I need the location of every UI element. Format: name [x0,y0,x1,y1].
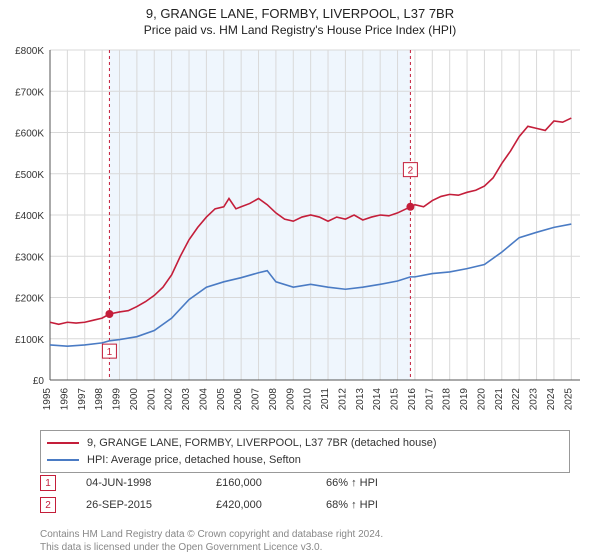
svg-text:2006: 2006 [233,388,244,411]
chart-svg: 12£0£100K£200K£300K£400K£500K£600K£700K£… [50,50,580,380]
sales-row: 2 26-SEP-2015 £420,000 68% ↑ HPI [40,497,378,513]
svg-text:2014: 2014 [372,388,383,411]
chart-area: 12£0£100K£200K£300K£400K£500K£600K£700K£… [50,50,580,380]
legend-row: HPI: Average price, detached house, Seft… [47,452,563,469]
chart-subtitle: Price paid vs. HM Land Registry's House … [0,21,600,37]
svg-text:2009: 2009 [285,388,296,411]
svg-text:1995: 1995 [42,388,53,411]
svg-text:2019: 2019 [459,388,470,411]
svg-text:2013: 2013 [355,388,366,411]
svg-text:1997: 1997 [77,388,88,411]
svg-text:£500K: £500K [15,170,44,181]
copyright-line1: Contains HM Land Registry data © Crown c… [40,528,383,541]
sale-date: 26-SEP-2015 [86,499,186,511]
svg-text:1999: 1999 [112,388,123,411]
svg-text:1996: 1996 [59,388,70,411]
sale-hpi: 68% ↑ HPI [326,499,378,511]
copyright-text: Contains HM Land Registry data © Crown c… [40,528,383,554]
sale-price: £160,000 [216,477,296,489]
svg-text:£100K: £100K [15,335,44,346]
copyright-line2: This data is licensed under the Open Gov… [40,541,383,554]
svg-text:2025: 2025 [563,388,574,411]
svg-text:£700K: £700K [15,87,44,98]
svg-text:2020: 2020 [476,388,487,411]
sales-table: 1 04-JUN-1998 £160,000 66% ↑ HPI 2 26-SEP-201… [40,475,378,519]
svg-text:2011: 2011 [320,388,331,410]
svg-text:1: 1 [107,347,113,358]
svg-text:2002: 2002 [164,388,175,411]
svg-text:2001: 2001 [146,388,157,411]
legend-line-icon [47,442,79,444]
legend-label: HPI: Average price, detached house, Seft… [87,452,301,469]
sales-row: 1 04-JUN-1998 £160,000 66% ↑ HPI [40,475,378,491]
sale-price: £420,000 [216,499,296,511]
svg-text:£400K: £400K [15,211,44,222]
svg-text:2007: 2007 [251,388,262,411]
svg-text:2004: 2004 [198,388,209,411]
svg-text:2023: 2023 [529,388,540,411]
sale-hpi: 66% ↑ HPI [326,477,378,489]
svg-text:£300K: £300K [15,252,44,263]
svg-text:2022: 2022 [511,388,522,411]
svg-text:£600K: £600K [15,129,44,140]
svg-text:£800K: £800K [15,46,44,57]
svg-text:2008: 2008 [268,388,279,411]
svg-text:2018: 2018 [442,388,453,411]
legend-box: 9, GRANGE LANE, FORMBY, LIVERPOOL, L37 7… [40,430,570,473]
svg-text:2003: 2003 [181,388,192,411]
svg-text:2: 2 [408,166,414,177]
svg-text:2012: 2012 [337,388,348,411]
sale-marker-icon: 2 [40,497,56,513]
chart-title: 9, GRANGE LANE, FORMBY, LIVERPOOL, L37 7… [0,0,600,21]
svg-text:2021: 2021 [494,388,505,411]
legend-label: 9, GRANGE LANE, FORMBY, LIVERPOOL, L37 7… [87,435,437,452]
svg-text:2000: 2000 [129,388,140,411]
svg-text:2015: 2015 [390,388,401,411]
svg-text:2010: 2010 [303,388,314,411]
svg-text:2016: 2016 [407,388,418,411]
legend-row: 9, GRANGE LANE, FORMBY, LIVERPOOL, L37 7… [47,435,563,452]
svg-text:2017: 2017 [424,388,435,411]
svg-text:1998: 1998 [94,388,105,411]
svg-text:£0: £0 [33,376,45,387]
sale-marker-icon: 1 [40,475,56,491]
svg-text:2024: 2024 [546,388,557,411]
svg-text:£200K: £200K [15,294,44,305]
legend-line-icon [47,459,79,461]
svg-text:2005: 2005 [216,388,227,411]
sale-date: 04-JUN-1998 [86,477,186,489]
